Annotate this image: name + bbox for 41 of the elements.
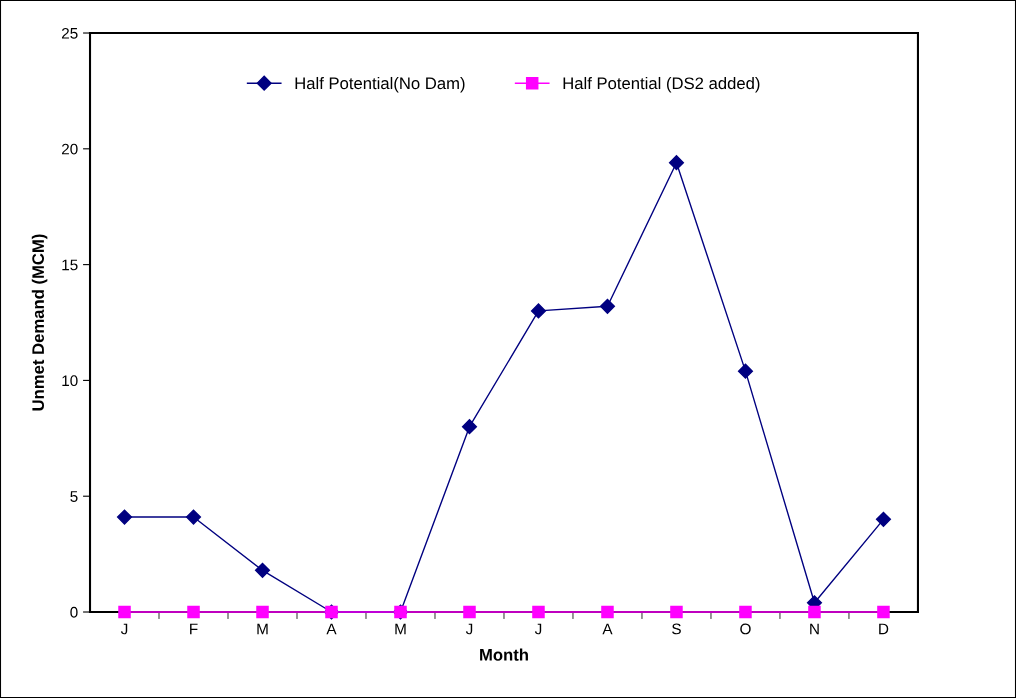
point bbox=[668, 155, 685, 171]
point bbox=[808, 605, 821, 619]
x-tick-label: N bbox=[810, 623, 819, 635]
x-tick-label: J bbox=[534, 623, 542, 635]
x-tick-label: F bbox=[190, 623, 198, 635]
x-tick-label: J bbox=[120, 623, 128, 635]
x-tick-label: D bbox=[879, 623, 889, 635]
y-tick-label: 10 bbox=[62, 375, 78, 387]
point bbox=[463, 605, 476, 619]
y-axis-title: Unmet Demand (MCM) bbox=[31, 234, 48, 411]
point bbox=[185, 509, 202, 525]
x-tick-label: A bbox=[326, 623, 337, 635]
point bbox=[530, 303, 547, 319]
point bbox=[187, 605, 200, 619]
y-tick-label: 15 bbox=[62, 259, 78, 271]
point bbox=[461, 419, 478, 435]
x-tick-label: M bbox=[257, 623, 268, 635]
point bbox=[877, 605, 890, 619]
point bbox=[254, 562, 271, 578]
point bbox=[875, 511, 892, 527]
point bbox=[737, 363, 754, 379]
x-axis-title: Month bbox=[480, 648, 528, 661]
legend-label: Half Potential(No Dam) bbox=[295, 76, 465, 93]
point bbox=[670, 605, 683, 619]
point bbox=[599, 298, 616, 314]
point bbox=[532, 605, 545, 619]
y-tick-label: 0 bbox=[70, 606, 78, 618]
point bbox=[116, 509, 133, 525]
y-tick-label: 20 bbox=[61, 143, 78, 155]
point bbox=[601, 605, 614, 619]
y-tick-label: 25 bbox=[61, 27, 78, 39]
x-tick-label: O bbox=[740, 623, 751, 635]
point bbox=[256, 605, 269, 619]
x-tick-label: S bbox=[672, 623, 681, 635]
point bbox=[739, 605, 752, 619]
x-tick-label: M bbox=[395, 623, 406, 635]
x-tick-label: A bbox=[602, 623, 613, 635]
y-tick-label: 5 bbox=[70, 491, 78, 502]
x-tick-label: J bbox=[465, 623, 473, 635]
point bbox=[118, 605, 131, 619]
legend-label: Half Potential (DS2 added) bbox=[563, 76, 760, 93]
